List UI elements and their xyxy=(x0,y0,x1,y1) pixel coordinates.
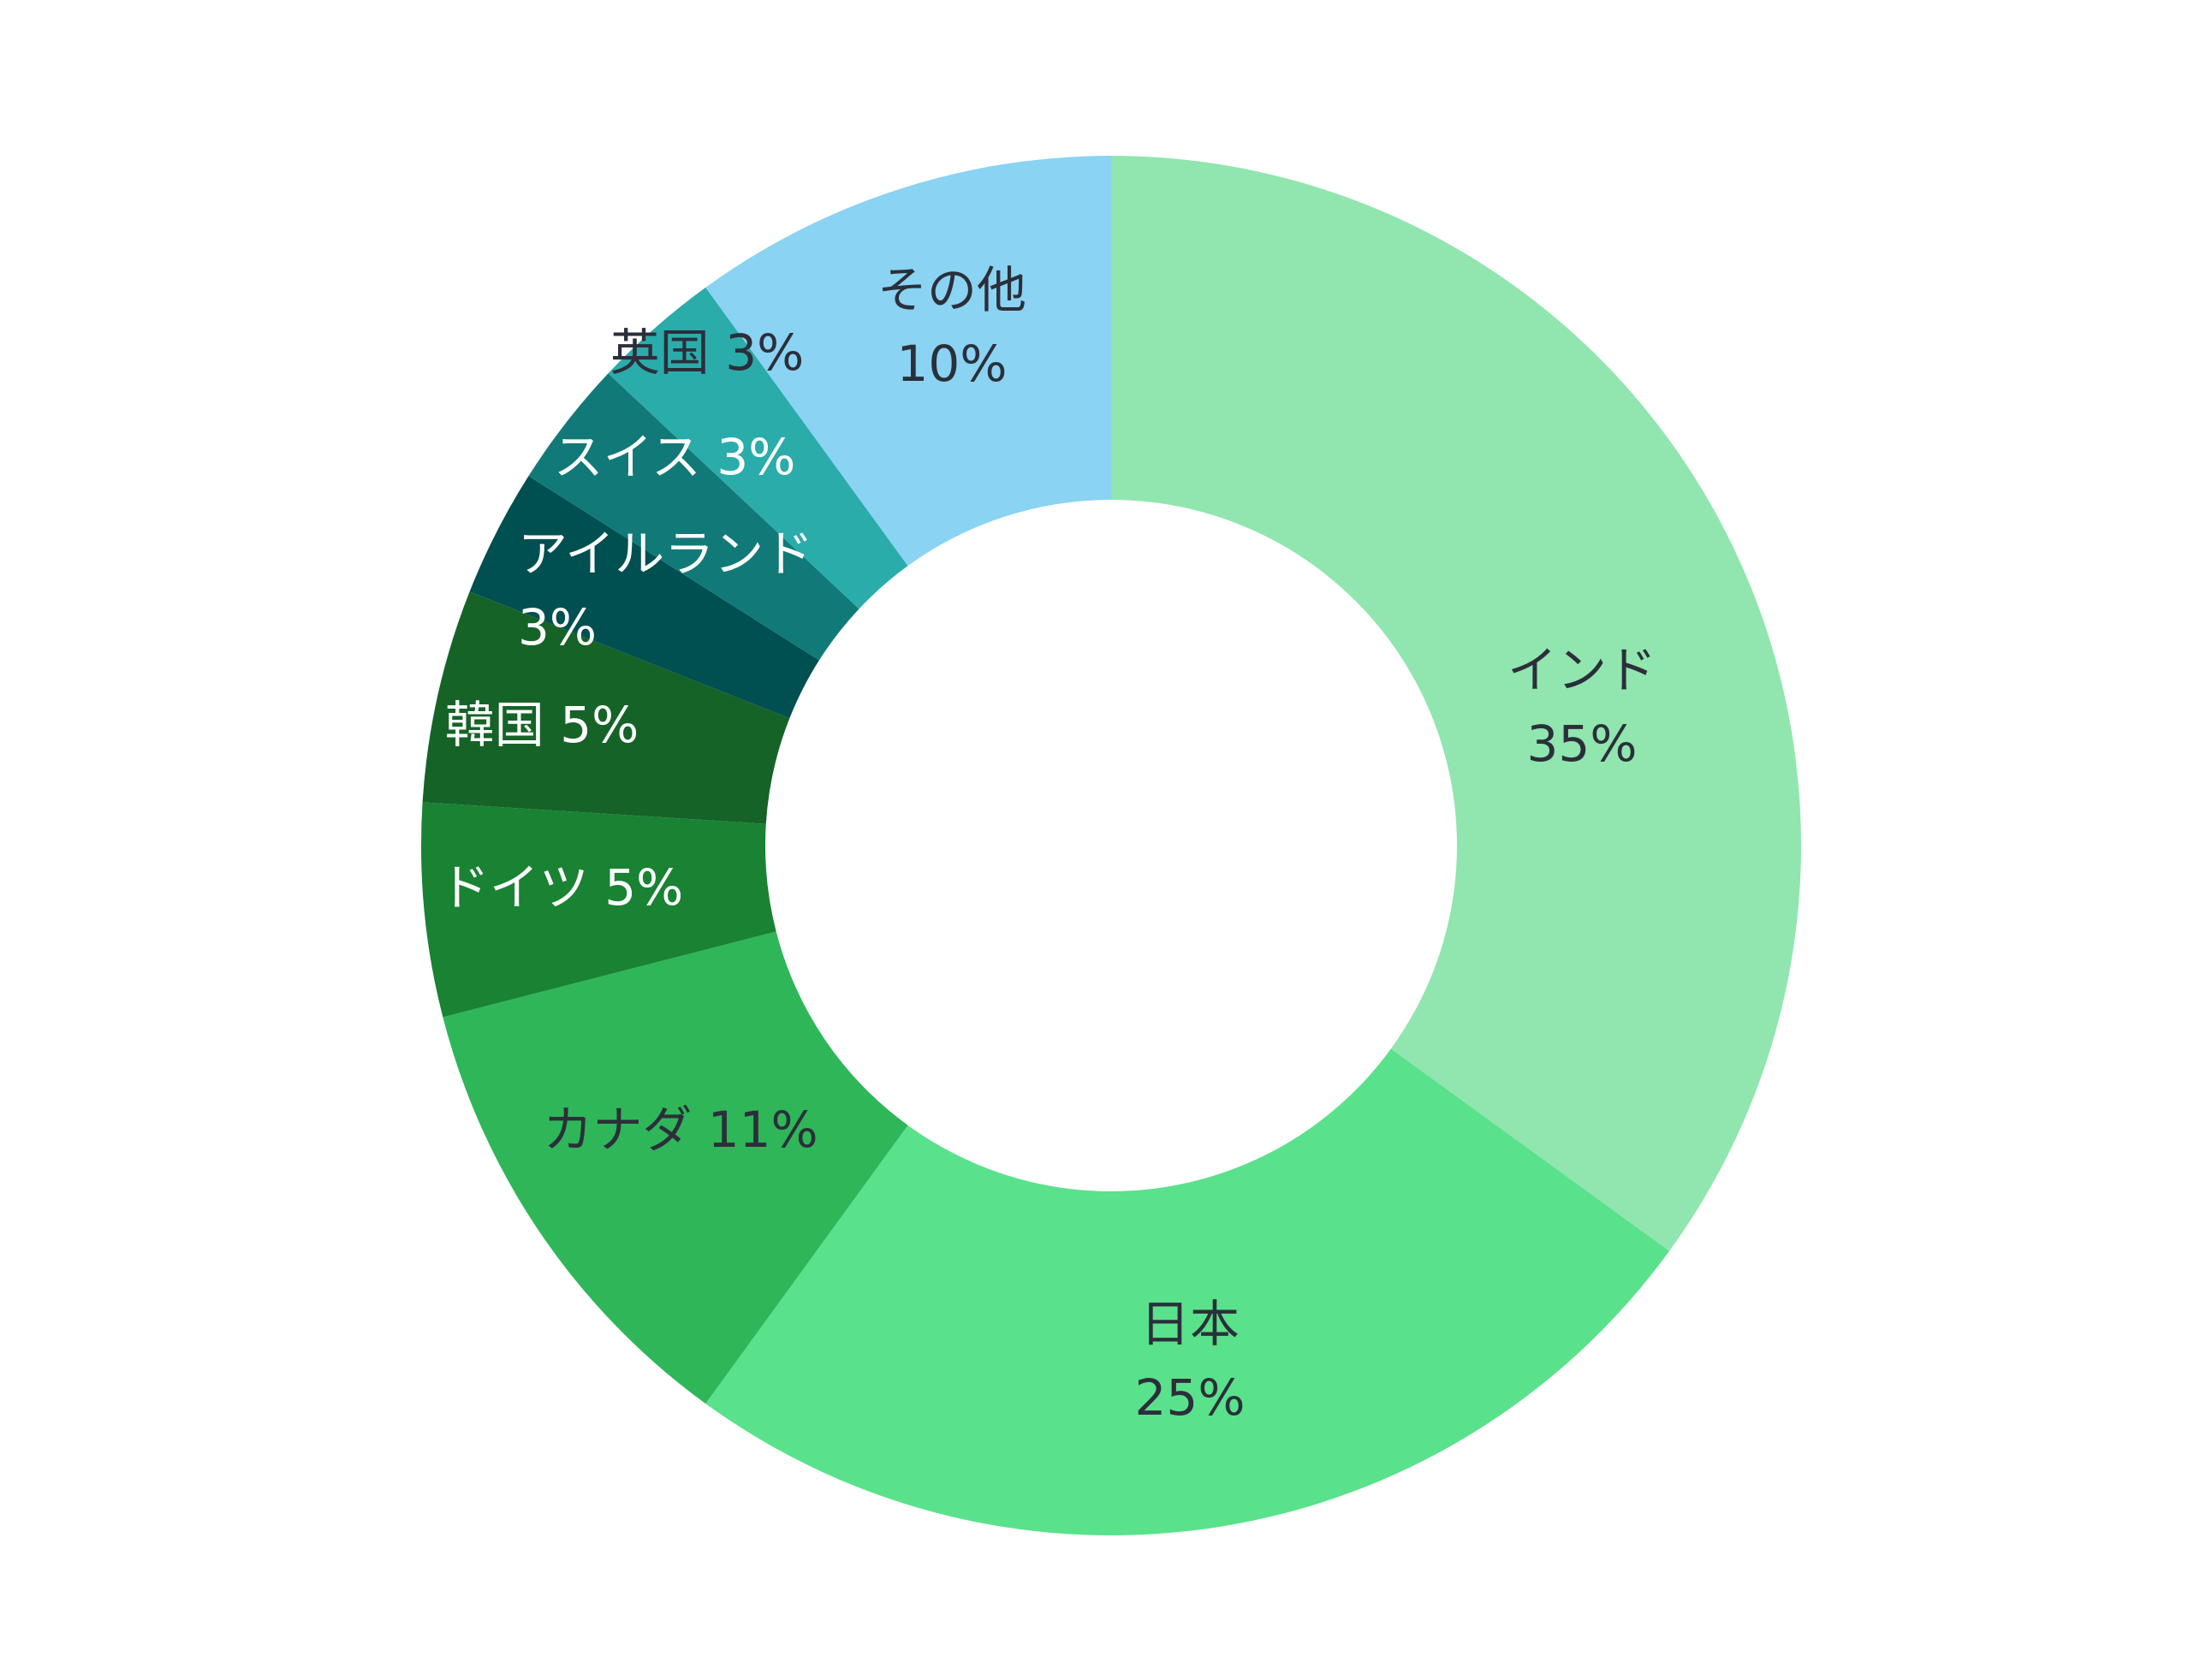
slice-label-name-2: カナダ xyxy=(543,1101,707,1159)
slice-label-1: 日本 25% xyxy=(1135,1295,1246,1427)
slices-layer xyxy=(421,156,1801,1535)
slice-4 xyxy=(422,591,790,824)
slice-label-percent-3: 5% xyxy=(604,858,683,917)
slice-label-name-1: 日本 xyxy=(1140,1295,1240,1353)
slice-6 xyxy=(528,373,859,661)
slice-label-percent-8: 10% xyxy=(897,335,1008,393)
slice-8 xyxy=(705,156,1111,567)
slice-label-percent-5: 3% xyxy=(518,598,597,656)
slice-label-percent-4: 5% xyxy=(560,696,639,754)
slice-label-name-4: 韓国 xyxy=(445,696,560,754)
slice-label-2: カナダ 11% xyxy=(543,1101,818,1159)
slice-label-percent-1: 25% xyxy=(1135,1368,1246,1427)
slice-label-name-5: アイルランド xyxy=(518,525,813,583)
slice-3 xyxy=(421,802,776,1018)
slice-label-name-3: ドイツ xyxy=(440,858,604,917)
slice-label-percent-2: 11% xyxy=(708,1101,818,1159)
slice-2 xyxy=(443,931,908,1404)
slice-label-name-8: その他 xyxy=(877,261,1026,319)
slice-label-0: インド 35% xyxy=(1507,641,1656,773)
slice-1 xyxy=(705,1048,1670,1535)
slice-label-percent-6: 3% xyxy=(717,428,795,486)
labels-layer: インド 35%日本 25%カナダ 11%ドイツ 5%韓国 5%アイルランド 3%スイス… xyxy=(440,261,1656,1427)
slice-label-name-7: 英国 xyxy=(610,324,725,382)
slice-0 xyxy=(1111,156,1801,1251)
slice-label-4: 韓国 5% xyxy=(445,696,639,754)
slice-label-7: 英国 3% xyxy=(610,324,804,382)
slice-label-3: ドイツ 5% xyxy=(440,858,683,917)
slice-label-name-6: スイス xyxy=(554,428,717,486)
slice-label-6: スイス 3% xyxy=(554,428,796,486)
slice-label-name-0: インド xyxy=(1507,641,1656,699)
slice-5 xyxy=(469,476,819,719)
slice-label-8: その他 10% xyxy=(877,261,1026,393)
slice-label-percent-0: 35% xyxy=(1527,715,1638,773)
slice-7 xyxy=(608,287,908,609)
slice-label-5: アイルランド 3% xyxy=(518,525,813,656)
slice-label-percent-7: 3% xyxy=(725,324,804,382)
